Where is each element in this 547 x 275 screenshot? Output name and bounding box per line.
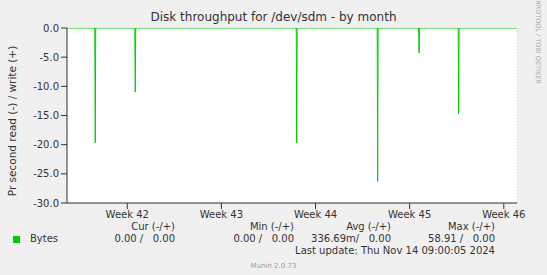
- svg-text:Week 46: Week 46: [482, 209, 525, 220]
- svg-text:0.0: 0.0: [43, 23, 59, 34]
- html-text:RRDTOOL / TOBI OETIKER: RRDTOOL / TOBI OETIKER: [534, 0, 542, 84]
- html-text:Pr second read (-) / write (+): Pr second read (-) / write (+): [6, 45, 18, 197]
- svg-text:-30.0: -30.0: [33, 198, 59, 209]
- svg-text:Week 44: Week 44: [294, 209, 337, 220]
- svg-text:-25.0: -25.0: [33, 168, 59, 179]
- svg-text:-10.0: -10.0: [33, 81, 59, 92]
- html-text:Min (-/+): Min (-/+): [249, 221, 294, 232]
- html-text:Bytes: Bytes: [30, 233, 59, 244]
- html-text:0.00 / 0.00: 0.00 / 0.00: [233, 233, 294, 244]
- svg-text:-5.0: -5.0: [39, 52, 59, 63]
- svg-text:Week 43: Week 43: [200, 209, 243, 220]
- svg-text:Week 42: Week 42: [106, 209, 149, 220]
- html-text:Munin 2.0.73: Munin 2.0.73: [250, 262, 297, 270]
- html-text:Max (-/+): Max (-/+): [448, 221, 495, 232]
- html-text:Last update: Thu Nov 14 09:00:: Last update: Thu Nov 14 09:00:05 2024: [295, 245, 495, 256]
- html-text:Cur (-/+): Cur (-/+): [131, 221, 175, 232]
- html-text:0.00 / 0.00: 0.00 / 0.00: [114, 233, 175, 244]
- html-text:336.69m/ 0.00: 336.69m/ 0.00: [311, 233, 391, 244]
- svg-text:-20.0: -20.0: [33, 139, 59, 150]
- html-text:58.91 / 0.00: 58.91 / 0.00: [428, 233, 495, 244]
- svg-text:-15.0: -15.0: [33, 110, 59, 121]
- html-text:Avg (-/+): Avg (-/+): [346, 221, 391, 232]
- html-text:Disk throughput for /dev/sdm -: Disk throughput for /dev/sdm - by month: [150, 10, 397, 24]
- svg-text:Week 45: Week 45: [388, 209, 431, 220]
